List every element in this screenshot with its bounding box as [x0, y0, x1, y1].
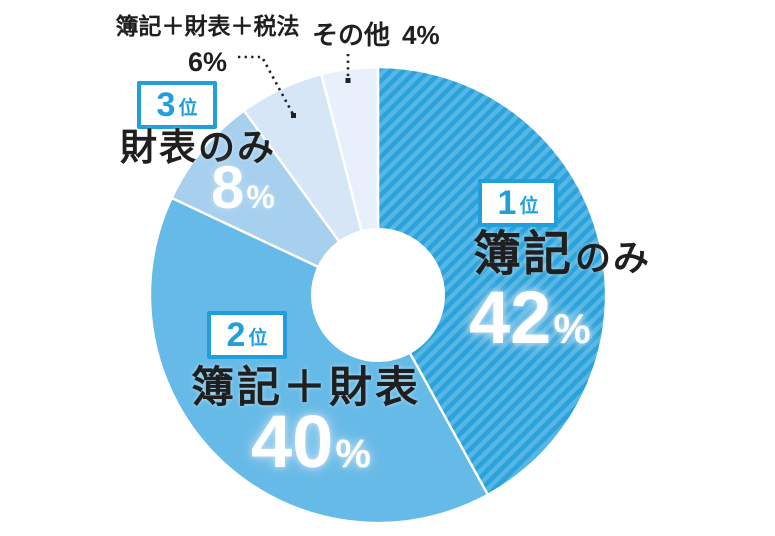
pie-slice-3-3位 — [170, 109, 380, 297]
pie-slice-1-1位 — [376, 65, 608, 496]
rank1-value-percent: % — [553, 305, 591, 352]
rank3-badge-suffix: 位 — [178, 98, 198, 119]
rank1-category-sub: のみ — [575, 237, 652, 278]
rank1-category-label: 簿記 のみ — [473, 227, 651, 282]
rank1-badge: 1 位 — [478, 179, 558, 227]
label-sonota: その他 4% — [312, 19, 440, 53]
label-sonota-name: その他 — [312, 20, 391, 50]
rank1-value-number: 42 — [469, 276, 552, 359]
label-zeihou-value: 6% — [187, 46, 228, 77]
label-zeihou: 簿記＋財表＋税法 6% — [100, 12, 315, 80]
rank3-category-label: 財表のみ — [120, 127, 276, 168]
rank1-badge-suffix: 位 — [519, 196, 539, 217]
rank1-badge-number: 1 — [497, 184, 517, 222]
rank2-value-number: 40 — [251, 400, 334, 483]
rank2-badge-suffix: 位 — [248, 328, 268, 349]
rank1-category-main: 簿記 — [473, 228, 574, 281]
rank2-value-percent: % — [335, 432, 371, 476]
pie-slice-2-2位 — [148, 196, 490, 525]
leader-line-zeihou — [238, 55, 296, 117]
rank2-badge: 2 位 — [207, 311, 287, 359]
leader-end-dot-sonota — [345, 78, 351, 83]
rank2-badge-number: 2 — [226, 316, 246, 354]
rank2-value: 40 % — [251, 405, 371, 479]
rank3-value: 8 % — [211, 158, 275, 218]
label-sonota-value: 4% — [402, 20, 440, 50]
rank1-value: 42 % — [469, 281, 591, 355]
rank3-value-percent: % — [246, 179, 275, 215]
rank3-value-number: 8 — [211, 154, 245, 221]
rank3-badge-number: 3 — [156, 86, 176, 124]
label-zeihou-name: 簿記＋財表＋税法 — [115, 13, 300, 39]
rank3-badge: 3 位 — [137, 81, 217, 129]
rank2-category-label: 簿記＋財表 — [191, 364, 421, 412]
donut-hole — [311, 228, 445, 362]
leader-end-dot-zeihou — [291, 113, 296, 118]
